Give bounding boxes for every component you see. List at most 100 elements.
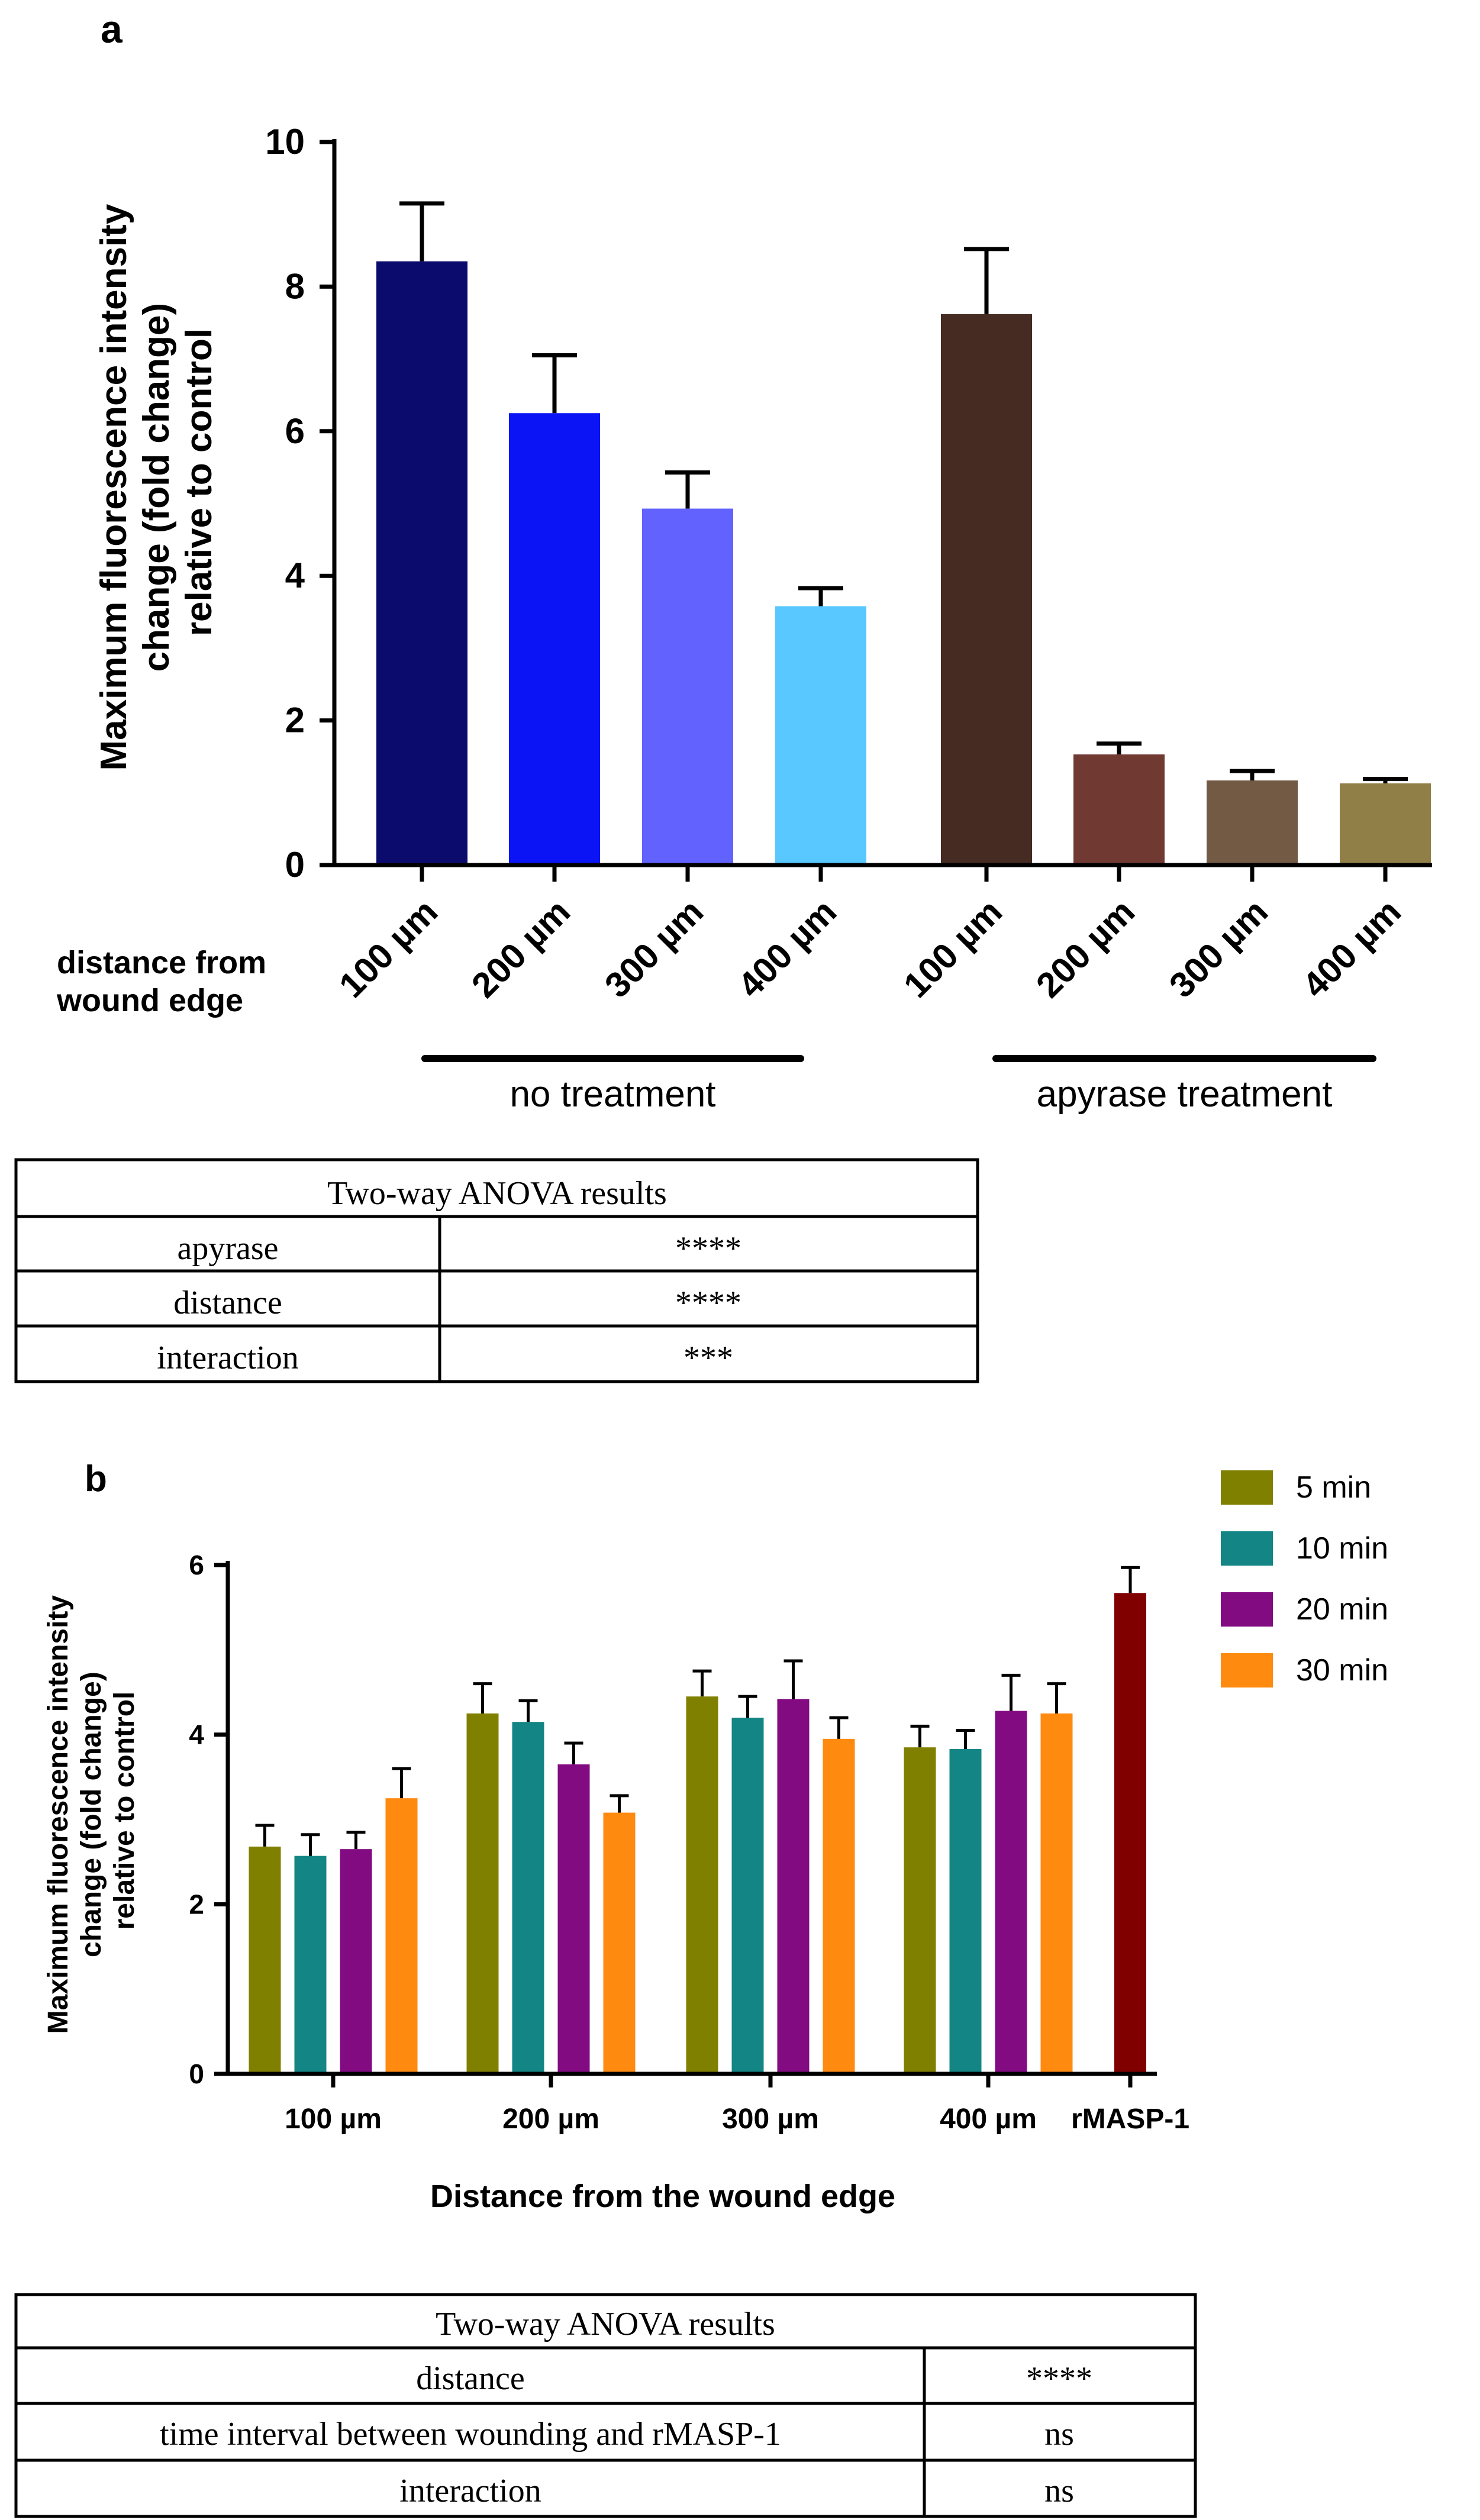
panel-a-anova-table: Two-way ANOVA results apyrase **** dista… [14, 1158, 979, 1383]
panel-a-x-tick-label: 400 µm [730, 892, 844, 1005]
panel-b-anova-factor-1: distance [416, 2360, 524, 2397]
panel-b-bar [294, 1856, 327, 2074]
panel-b-bar [512, 1722, 544, 2074]
panel-a-y-axis-label: Maximum fluorescence intensity change (f… [93, 193, 220, 770]
panel-a-y-tick-label: 8 [285, 266, 305, 306]
panel-a-y-tick-label: 0 [285, 845, 305, 885]
panel-a-anova-result-3: *** [683, 1340, 733, 1376]
panel-b-bar [995, 1711, 1027, 2074]
panel-b-x-axis-label: Distance from the wound edge [430, 2179, 895, 2214]
panel-a-x-row-label-line-1: distance from [57, 945, 266, 980]
panel-a-y-axis-label-line-3: relative to control [179, 328, 220, 636]
panel-b-y-axis-label: Maximum fluorescence intensity change (f… [43, 1587, 140, 2034]
panel-b-bar [557, 1764, 590, 2074]
panel-b-x-tick-label: 300 µm [722, 2103, 819, 2135]
panel-a-bar [1340, 783, 1431, 865]
panel-b-legend-label: 10 min [1296, 1531, 1388, 1566]
panel-b-x-axis-ticks: 100 µm 200 µm 300 µm 400 µm rMASP-1 [285, 2074, 1189, 2135]
panel-a-bar [509, 413, 600, 865]
panel-b-y-axis: 0 2 4 6 [189, 1550, 228, 2089]
panel-b-bar [823, 1738, 855, 2074]
panel-b-anova-table: Two-way ANOVA results distance **** time… [14, 2293, 1197, 2518]
panel-a-bar [376, 261, 467, 865]
panel-a-y-tick-label: 10 [265, 122, 305, 162]
panel-a-x-row-label-line-2: wound edge [56, 983, 243, 1018]
panel-b-anova-factor-2: time interval between wounding and rMASP… [160, 2416, 781, 2453]
panel-a-anova-factor-1: apyrase [177, 1230, 278, 1267]
panel-a-anova-factor-3: interaction [157, 1340, 298, 1376]
panel-a-anova-result-2: **** [675, 1285, 741, 1321]
panel-a: a Maximum fluorescence intensity change … [56, 7, 1432, 1115]
panel-b-x-tick-label: 400 µm [940, 2103, 1037, 2135]
panel-a-anova-factor-2: distance [173, 1285, 282, 1321]
panel-a-y-tick-label: 4 [285, 556, 305, 595]
panel-a-bar [1073, 754, 1165, 865]
panel-b-y-tick-label: 4 [189, 1719, 204, 1750]
panel-b-legend-swatch [1221, 1531, 1273, 1566]
panel-b-bar [777, 1699, 810, 2074]
panel-a-bar [941, 314, 1032, 865]
panel-b-letter: b [85, 1459, 107, 1499]
panel-a-group-brackets: no treatment apyrase treatment [421, 1055, 1376, 1115]
panel-a-x-tick-label: 100 µm [896, 892, 1010, 1005]
panel-b-bar [949, 1749, 982, 2074]
panel-a-bar [775, 606, 866, 865]
panel-a-x-tick-label: 200 µm [464, 892, 578, 1005]
panel-a-anova-result-1: **** [675, 1230, 741, 1267]
panel-b-reference-label: rMASP-1 [1071, 2103, 1189, 2135]
panel-b: b Maximum fluorescence intensity change … [43, 1459, 1388, 2214]
panel-b-reference-bar [1114, 1593, 1146, 2074]
panel-b-legend-label: 20 min [1296, 1592, 1388, 1627]
panel-b-anova-result-2: ns [1044, 2416, 1074, 2453]
panel-a-x-tick-label: 300 µm [597, 892, 711, 1005]
panel-b-bar [904, 1747, 936, 2074]
panel-b-anova-result-1: **** [1026, 2360, 1092, 2397]
panel-b-anova-result-3: ns [1044, 2473, 1074, 2509]
panel-a-group-label: apyrase treatment [1037, 1074, 1333, 1115]
panel-a-bars [376, 201, 1431, 865]
panel-a-anova-title: Two-way ANOVA results [327, 1175, 667, 1212]
panel-a-y-axis-label-line-2: change (fold change) [136, 303, 177, 672]
panel-b-y-tick-label: 0 [189, 2058, 204, 2089]
panel-b-y-tick-label: 2 [189, 1889, 204, 1919]
panel-b-legend-swatch [1221, 1470, 1273, 1505]
panel-b-y-axis-label-line-1: Maximum fluorescence intensity [43, 1595, 74, 2034]
panel-b-bar [731, 1718, 764, 2074]
panel-b-bar [249, 1846, 281, 2074]
panel-b-y-axis-label-line-2: change (fold change) [76, 1672, 107, 1957]
panel-b-legend-swatch [1221, 1653, 1273, 1687]
panel-b-bars [249, 1566, 1146, 2074]
panel-b-legend-label: 30 min [1296, 1653, 1388, 1687]
panel-a-x-tick-label: 200 µm [1028, 892, 1142, 1005]
panel-b-anova-factor-3: interaction [399, 2473, 541, 2509]
panel-b-anova-title: Two-way ANOVA results [436, 2306, 775, 2342]
panel-a-y-axis-label-line-1: Maximum fluorescence intensity [93, 204, 134, 770]
panel-b-x-tick-label: 200 µm [502, 2103, 599, 2135]
panel-a-y-axis: 0 2 4 6 8 10 [265, 122, 334, 885]
panel-a-x-tick-label: 300 µm [1162, 892, 1275, 1005]
panel-a-letter: a [101, 7, 123, 51]
panel-a-x-axis-ticks: 100 µm 200 µm 300 µm 400 µm 100 µm 200 µm 300 … [331, 865, 1408, 1005]
panel-b-anova-border [14, 2293, 1197, 2518]
panel-b-legend-swatch [1221, 1592, 1273, 1627]
panel-b-legend-label: 5 min [1296, 1470, 1371, 1505]
panel-a-x-tick-label: 400 µm [1295, 892, 1408, 1005]
panel-a-bar [642, 508, 733, 865]
panel-a-y-tick-label: 2 [285, 701, 305, 740]
panel-b-bar [686, 1696, 718, 2074]
panel-b-bar [1040, 1713, 1073, 2074]
panel-a-group-label: no treatment [510, 1074, 715, 1115]
panel-b-bar [340, 1849, 372, 2074]
panel-a-bar [1207, 780, 1298, 865]
panel-b-y-tick-label: 6 [189, 1550, 204, 1580]
panel-b-x-tick-label: 100 µm [285, 2103, 382, 2135]
panel-b-bar [603, 1812, 636, 2074]
panel-b-legend: 5 min 10 min 20 min 30 min [1221, 1470, 1388, 1687]
panel-a-x-tick-label: 100 µm [331, 892, 445, 1005]
panel-a-x-row-label: distance from wound edge [56, 945, 275, 1018]
panel-b-bar [385, 1798, 418, 2074]
panel-a-y-tick-label: 6 [285, 411, 305, 451]
panel-b-bar [466, 1713, 499, 2074]
panel-b-y-axis-label-line-3: relative to control [109, 1692, 140, 1930]
